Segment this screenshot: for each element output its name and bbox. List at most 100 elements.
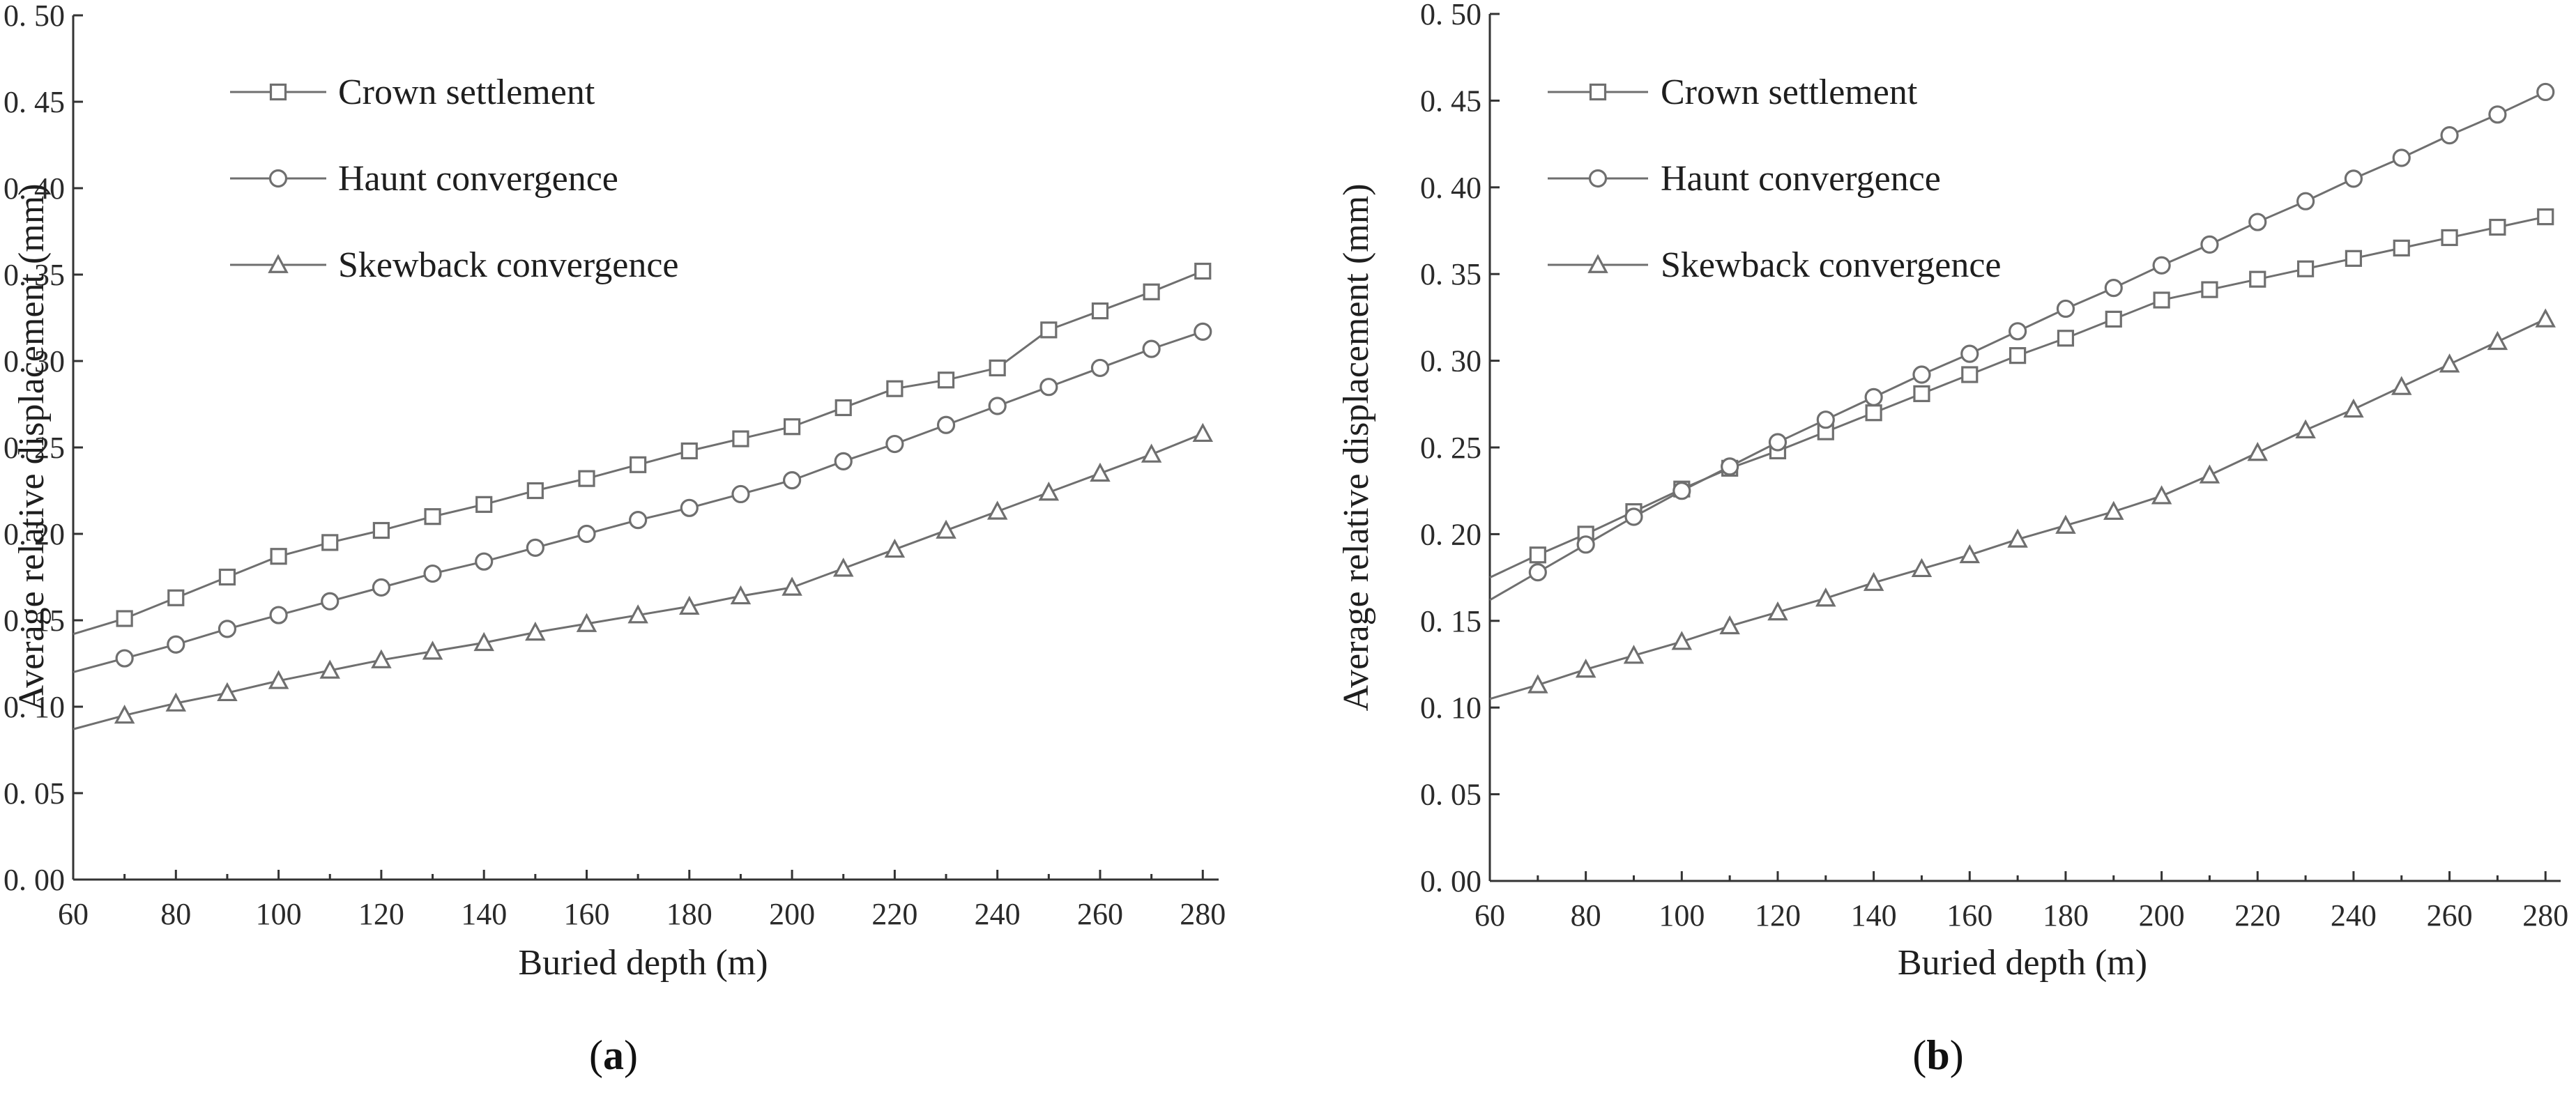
x-tick-label: 280 [2522, 898, 2568, 933]
data-point [1815, 588, 1836, 607]
data-point [2344, 169, 2363, 188]
data-point [2009, 347, 2027, 365]
data-point [2249, 270, 2266, 288]
y-tick-label: 0. 10 [3, 690, 65, 724]
data-point [1960, 344, 1979, 363]
x-tick-label: 100 [1659, 898, 1705, 933]
x-tick-label: 260 [2427, 898, 2473, 933]
x-tick-label: 240 [2331, 898, 2377, 933]
data-point [1912, 365, 1931, 384]
data-point [989, 359, 1006, 377]
data-point [834, 399, 852, 417]
y-tick-label: 0. 40 [1420, 171, 1481, 205]
data-point [2247, 442, 2269, 461]
legend-label: Crown settlement [1661, 72, 1918, 112]
data-point [2537, 208, 2554, 226]
x-tick-label: 80 [160, 897, 191, 931]
y-tick-label: 0. 15 [3, 604, 65, 638]
y-tick-label: 0. 50 [3, 0, 65, 33]
data-point [475, 496, 493, 513]
data-point [1038, 482, 1060, 501]
legend-marker [1589, 83, 1607, 101]
legend-label: Skewback convergence [338, 245, 679, 285]
x-tick-label: 280 [1180, 897, 1226, 931]
data-point [1863, 571, 1884, 591]
data-point [424, 508, 441, 526]
series-triangle [73, 422, 1214, 730]
data-point [2439, 353, 2460, 373]
data-point [1141, 443, 1162, 463]
y-tick-label: 0. 35 [3, 258, 65, 292]
data-point [630, 456, 647, 473]
x-tick-label: 200 [2139, 898, 2185, 933]
data-point [115, 649, 134, 668]
data-point [834, 452, 853, 470]
y-tick-label: 0. 35 [1420, 257, 1481, 291]
data-point [2200, 235, 2219, 254]
x-tick-label: 120 [1755, 898, 1801, 933]
x-tick-label: 80 [1571, 898, 1601, 933]
data-point [217, 682, 238, 702]
data-point [1194, 262, 1212, 280]
data-point [2103, 500, 2124, 520]
legend-marker [268, 169, 288, 188]
series-square [73, 262, 1212, 636]
series-line [73, 270, 1203, 636]
y-axis-title: Average relative displacement (mm) [1336, 183, 1376, 711]
data-point [679, 595, 700, 615]
data-point [1671, 631, 1693, 650]
data-point [578, 470, 595, 487]
data-point [1090, 462, 1111, 482]
data-point [2345, 250, 2363, 267]
data-point [371, 649, 392, 668]
legend-label: Haunt convergence [338, 159, 618, 199]
data-point [627, 604, 648, 624]
data-point [1623, 645, 1645, 664]
data-point [423, 564, 442, 583]
data-point [2056, 299, 2075, 319]
data-point [782, 471, 802, 490]
data-point [2391, 376, 2412, 395]
chart-panel-b: 0. 00 0. 05 0. 10 0. 15 0. 20 0. 25 0. 30 0. 35… [1290, 0, 2576, 1097]
data-point [2489, 218, 2506, 236]
data-point [731, 484, 750, 504]
data-point [782, 576, 802, 596]
data-point [1194, 322, 1212, 341]
data-point [2295, 419, 2316, 438]
data-point [2536, 82, 2555, 102]
x-tick-label: 180 [666, 897, 712, 931]
data-point [1961, 366, 1979, 383]
y-tick-label: 0. 00 [3, 863, 65, 897]
x-tick-label: 140 [1851, 898, 1897, 933]
data-point [730, 585, 752, 605]
data-point [732, 430, 749, 447]
data-point [1719, 615, 1740, 635]
x-tick-label: 100 [256, 897, 302, 931]
data-point [218, 568, 236, 586]
data-point [2296, 192, 2315, 210]
legend-label: Skewback convergence [1661, 245, 2002, 285]
data-point [2007, 528, 2028, 548]
data-point [2057, 330, 2075, 347]
data-point [1143, 283, 1160, 300]
series-line [1489, 91, 2546, 601]
data-point [1529, 546, 1546, 564]
y-tick-label: 0. 30 [3, 344, 65, 378]
data-point [884, 538, 906, 558]
data-point [372, 521, 390, 539]
x-axis-title: Buried depth (m) [1898, 943, 2147, 983]
data-point [1913, 385, 1930, 402]
y-tick-label: 0. 10 [1420, 691, 1481, 725]
y-tick-label: 0. 30 [1420, 344, 1481, 378]
data-point [988, 397, 1007, 415]
data-point [2199, 464, 2220, 484]
data-point [680, 498, 699, 517]
panel-label-b: (b) [1912, 1032, 1964, 1078]
x-tick-label: 180 [2043, 898, 2089, 933]
y-tick-label: 0. 45 [1420, 84, 1481, 118]
data-point [372, 578, 390, 597]
data-point [526, 482, 544, 500]
data-point [1865, 404, 1882, 422]
data-point [1624, 507, 1643, 526]
data-point [2151, 485, 2172, 505]
